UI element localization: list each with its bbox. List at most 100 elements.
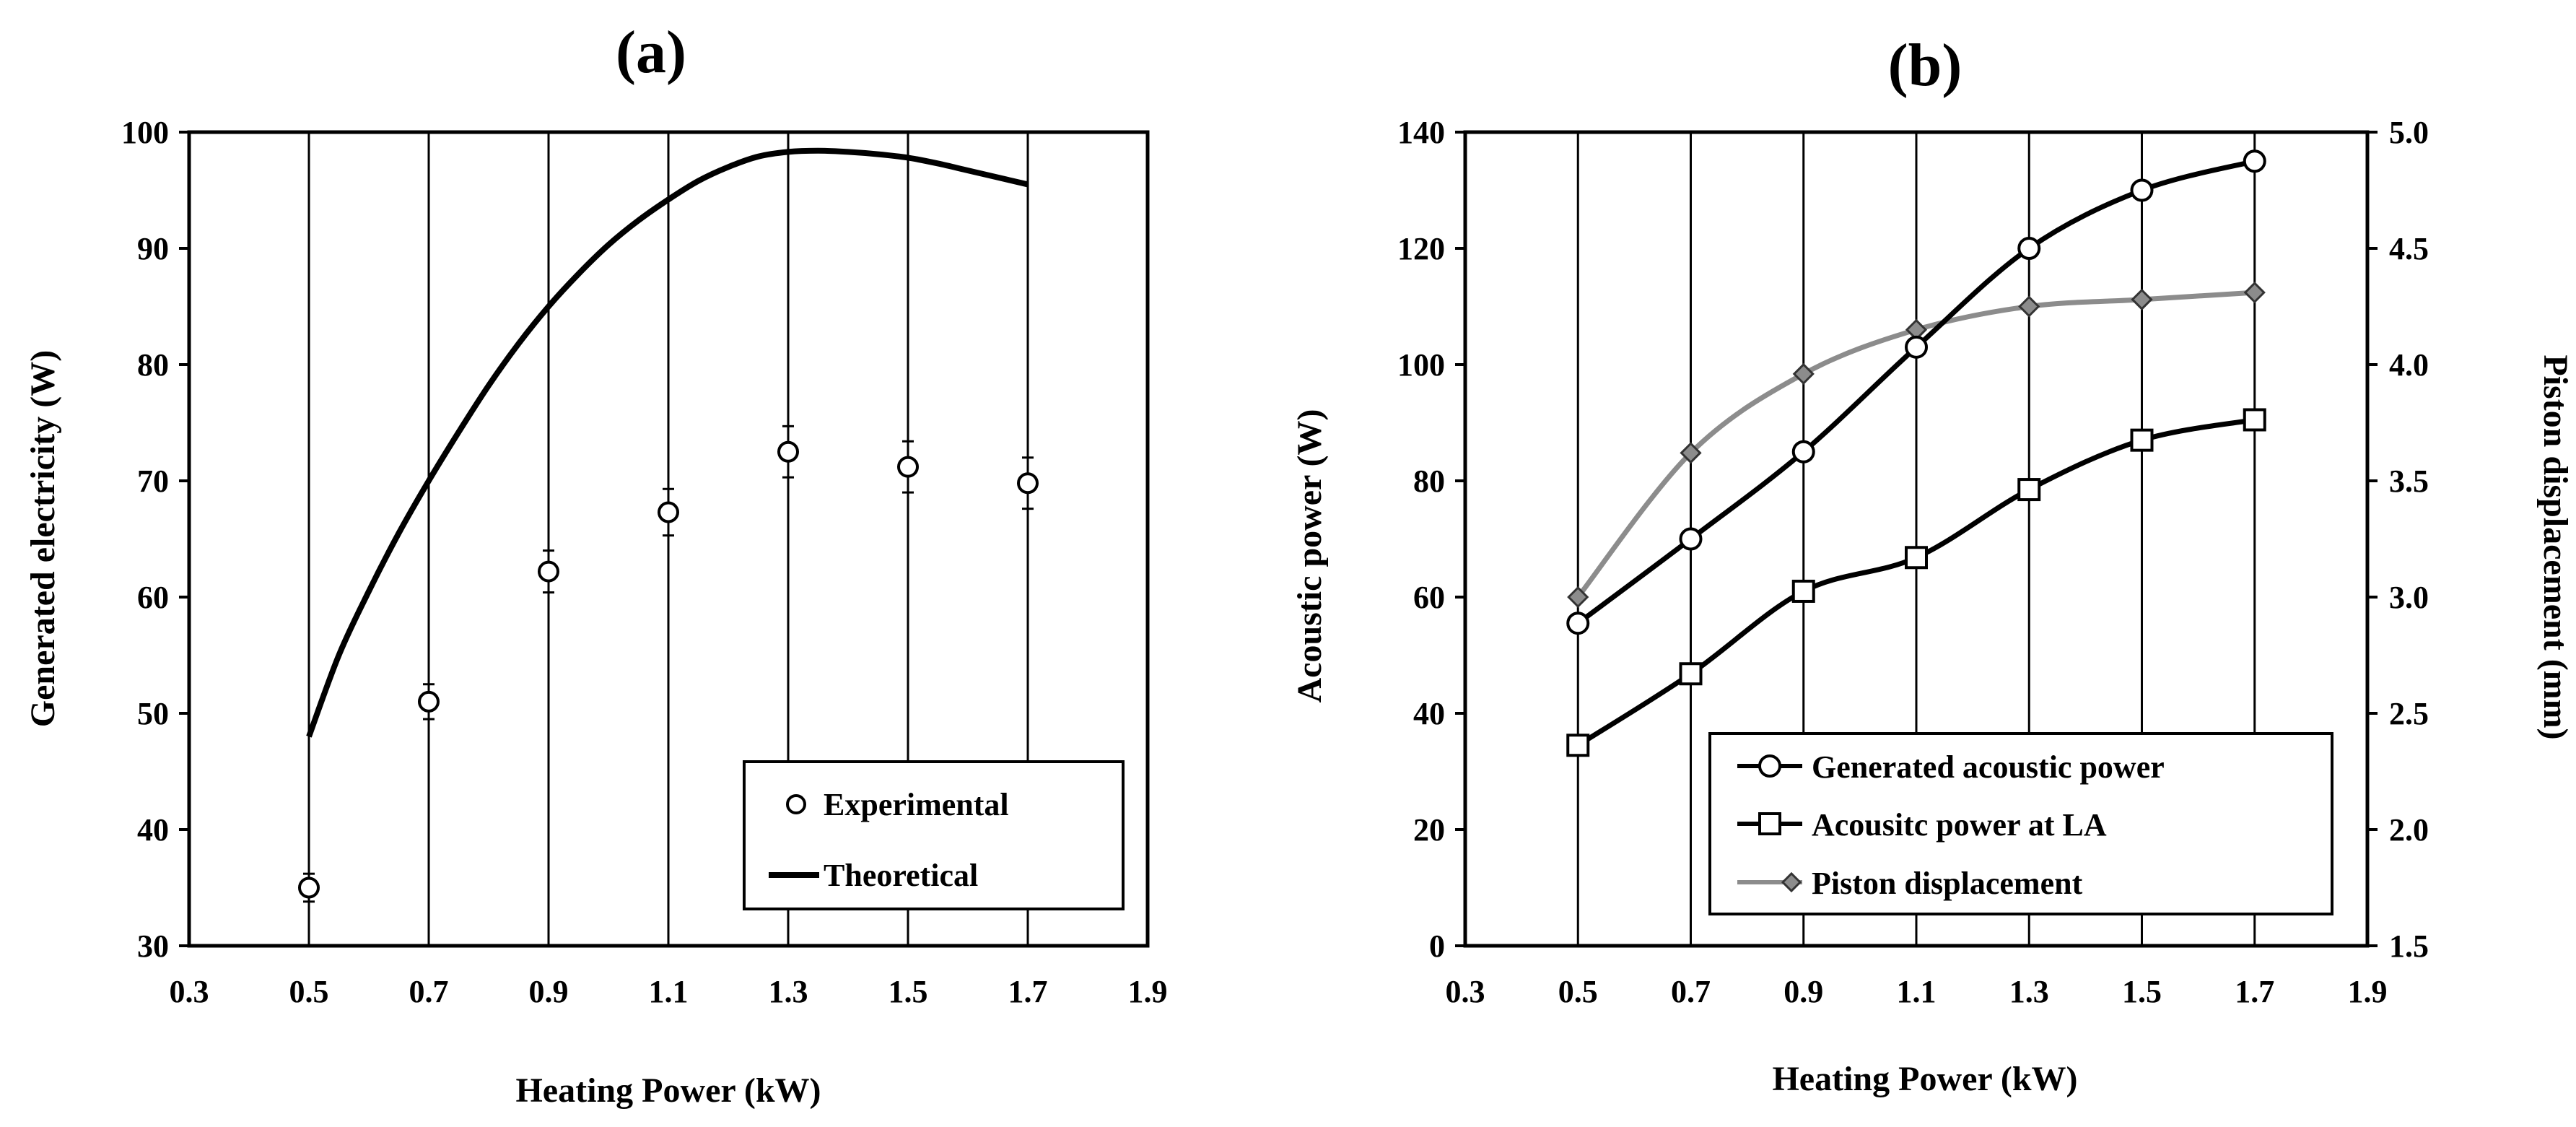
experimental-point xyxy=(538,560,559,583)
x-tick-label: 1.5 xyxy=(2122,974,2162,1009)
y-tick-label: 40 xyxy=(1413,696,1445,731)
x-tick-label: 0.5 xyxy=(289,974,329,1009)
y2-tick-label: 2.5 xyxy=(2389,696,2429,731)
experimental-point xyxy=(658,501,679,523)
experimental-point xyxy=(1017,472,1039,495)
y-tick-label: 60 xyxy=(137,580,169,615)
y2-tick-label: 3.5 xyxy=(2389,464,2429,499)
panel-b-y2-axis-title: Piston displacement (mm) xyxy=(2536,354,2575,739)
acousitc-power-at-la-point xyxy=(2130,428,2154,452)
y2-tick-label: 1.5 xyxy=(2389,928,2429,964)
x-tick-label: 1.1 xyxy=(649,974,689,1009)
y-tick-label: 100 xyxy=(1397,347,1445,383)
experimental-point xyxy=(897,456,919,478)
panel-b-legend-box xyxy=(1708,732,2333,915)
x-tick-label: 1.3 xyxy=(769,974,808,1009)
experimental-point xyxy=(777,440,799,463)
legend-label-theoretical: Theoretical xyxy=(824,858,978,893)
x-tick-label: 0.3 xyxy=(170,974,209,1009)
piston-displacement-point xyxy=(2131,288,2153,310)
y2-tick-label: 5.0 xyxy=(2389,115,2429,150)
legend-label-piston-displacement: Piston displacement xyxy=(1812,866,2083,901)
panel-b-legend: Generated acoustic power Acousitc power … xyxy=(1708,732,2333,915)
x-tick-label: 1.1 xyxy=(1897,974,1937,1009)
panel-a-x-ticks: 0.3 0.5 0.7 0.9 1.1 1.3 1.5 1.7 1.9 xyxy=(170,974,1168,1009)
legend-marker-acoustic-power-at-la xyxy=(1758,812,1781,835)
acousitc-power-at-la-point xyxy=(1791,579,1815,603)
y-tick-label: 120 xyxy=(1397,231,1445,266)
legend-label-experimental: Experimental xyxy=(824,787,1009,822)
panel-b-y-ticks: 0 20 40 60 80 100 120 140 xyxy=(1397,115,1465,964)
panel-b-x-ticks: 0.3 0.5 0.7 0.9 1.1 1.3 1.5 1.7 1.9 xyxy=(1446,974,2388,1009)
panel-b: (b) 0.3 0.5 0.7 0.9 1.1 1.3 1.5 1.7 1.9 0 20 40 60 8… xyxy=(1291,32,2575,1098)
panel-b-series xyxy=(1566,149,2266,757)
x-tick-label: 0.3 xyxy=(1446,974,1485,1009)
y-tick-label: 100 xyxy=(121,115,169,150)
x-tick-label: 1.7 xyxy=(2235,974,2274,1009)
y-tick-label: 30 xyxy=(137,928,169,964)
piston-displacement-point xyxy=(1905,318,1928,341)
panel-a-plot-frame xyxy=(187,130,1150,948)
x-tick-label: 0.7 xyxy=(409,974,449,1009)
generated-acoustic-power-point xyxy=(1905,335,1928,359)
x-tick-label: 1.9 xyxy=(2348,974,2388,1009)
x-tick-label: 0.9 xyxy=(529,974,569,1009)
legend-label-generated-acoustic-power: Generated acoustic power xyxy=(1812,749,2165,785)
piston-displacement-point xyxy=(2243,282,2266,304)
y-tick-label: 20 xyxy=(1413,812,1445,848)
acousitc-power-at-la-point xyxy=(2017,478,2041,502)
y-tick-label: 90 xyxy=(137,231,169,266)
panel-b-title: (b) xyxy=(1888,32,1962,99)
y2-tick-label: 4.0 xyxy=(2389,347,2429,383)
x-tick-label: 0.9 xyxy=(1783,974,1823,1009)
y-tick-label: 50 xyxy=(137,696,169,731)
panel-b-x-axis-title: Heating Power (kW) xyxy=(1772,1060,2077,1098)
y-tick-label: 40 xyxy=(137,812,169,848)
experimental-point xyxy=(298,876,320,899)
acousitc-power-at-la-point xyxy=(2243,408,2266,432)
legend-marker-piston-displacement xyxy=(1781,871,1802,893)
piston-displacement-point xyxy=(1567,586,1589,609)
acousitc-power-at-la-point xyxy=(1566,734,1590,757)
x-tick-label: 0.5 xyxy=(1558,974,1598,1009)
x-tick-label: 0.7 xyxy=(1671,974,1711,1009)
y-tick-label: 70 xyxy=(137,464,169,499)
panel-a-title: (a) xyxy=(616,19,686,86)
x-tick-label: 1.3 xyxy=(2009,974,2049,1009)
piston-displacement-point xyxy=(1680,442,1702,464)
generated-acoustic-power-point xyxy=(2130,178,2154,202)
legend-marker-generated-acoustic-power xyxy=(1758,754,1781,778)
generated-acoustic-power-point xyxy=(1566,612,1590,635)
generated-acoustic-power-point xyxy=(2243,149,2266,173)
generated-acoustic-power-point xyxy=(1791,440,1815,464)
x-tick-label: 1.7 xyxy=(1008,974,1048,1009)
panel-a: (a) 0.3 0.5 0.7 0.9 1.1 1.3 1.5 1.7 1.9 30 40 50 60… xyxy=(24,19,1168,1110)
y-tick-label: 140 xyxy=(1397,115,1445,150)
y-tick-label: 80 xyxy=(137,347,169,383)
y-tick-label: 0 xyxy=(1429,928,1445,964)
y-tick-label: 80 xyxy=(1413,464,1445,499)
panel-b-plot-frame xyxy=(1463,130,2370,948)
legend-label-acoustic-power-at-la: Acousitc power at LA xyxy=(1812,807,2107,843)
experimental-point xyxy=(418,690,440,713)
generated-acoustic-power-point xyxy=(2017,237,2041,260)
x-tick-label: 1.9 xyxy=(1128,974,1168,1009)
y2-tick-label: 3.0 xyxy=(2389,580,2429,615)
y2-tick-label: 2.0 xyxy=(2389,812,2429,848)
panel-a-series xyxy=(298,147,1039,903)
x-tick-label: 1.5 xyxy=(888,974,928,1009)
theoretical-curve xyxy=(306,147,1029,738)
y-tick-label: 60 xyxy=(1413,580,1445,615)
y2-tick-label: 4.5 xyxy=(2389,231,2429,266)
acousitc-power-at-la-point xyxy=(1679,662,1703,686)
panel-a-x-axis-title: Heating Power (kW) xyxy=(515,1071,821,1110)
panel-b-y-axis-title: Acoustic power (W) xyxy=(1291,409,1329,702)
acousitc-power-at-la-point xyxy=(1905,546,1928,570)
piston-displacement-point xyxy=(1792,362,1815,386)
panel-a-legend-box xyxy=(743,760,1125,910)
panel-a-legend: Experimental Theoretical xyxy=(743,760,1125,910)
legend-marker-experimental xyxy=(786,794,806,814)
panel-b-y2-ticks: 1.5 2.0 2.5 3.0 3.5 4.0 4.5 5.0 xyxy=(2367,115,2429,964)
piston-displacement-point xyxy=(2018,295,2040,318)
